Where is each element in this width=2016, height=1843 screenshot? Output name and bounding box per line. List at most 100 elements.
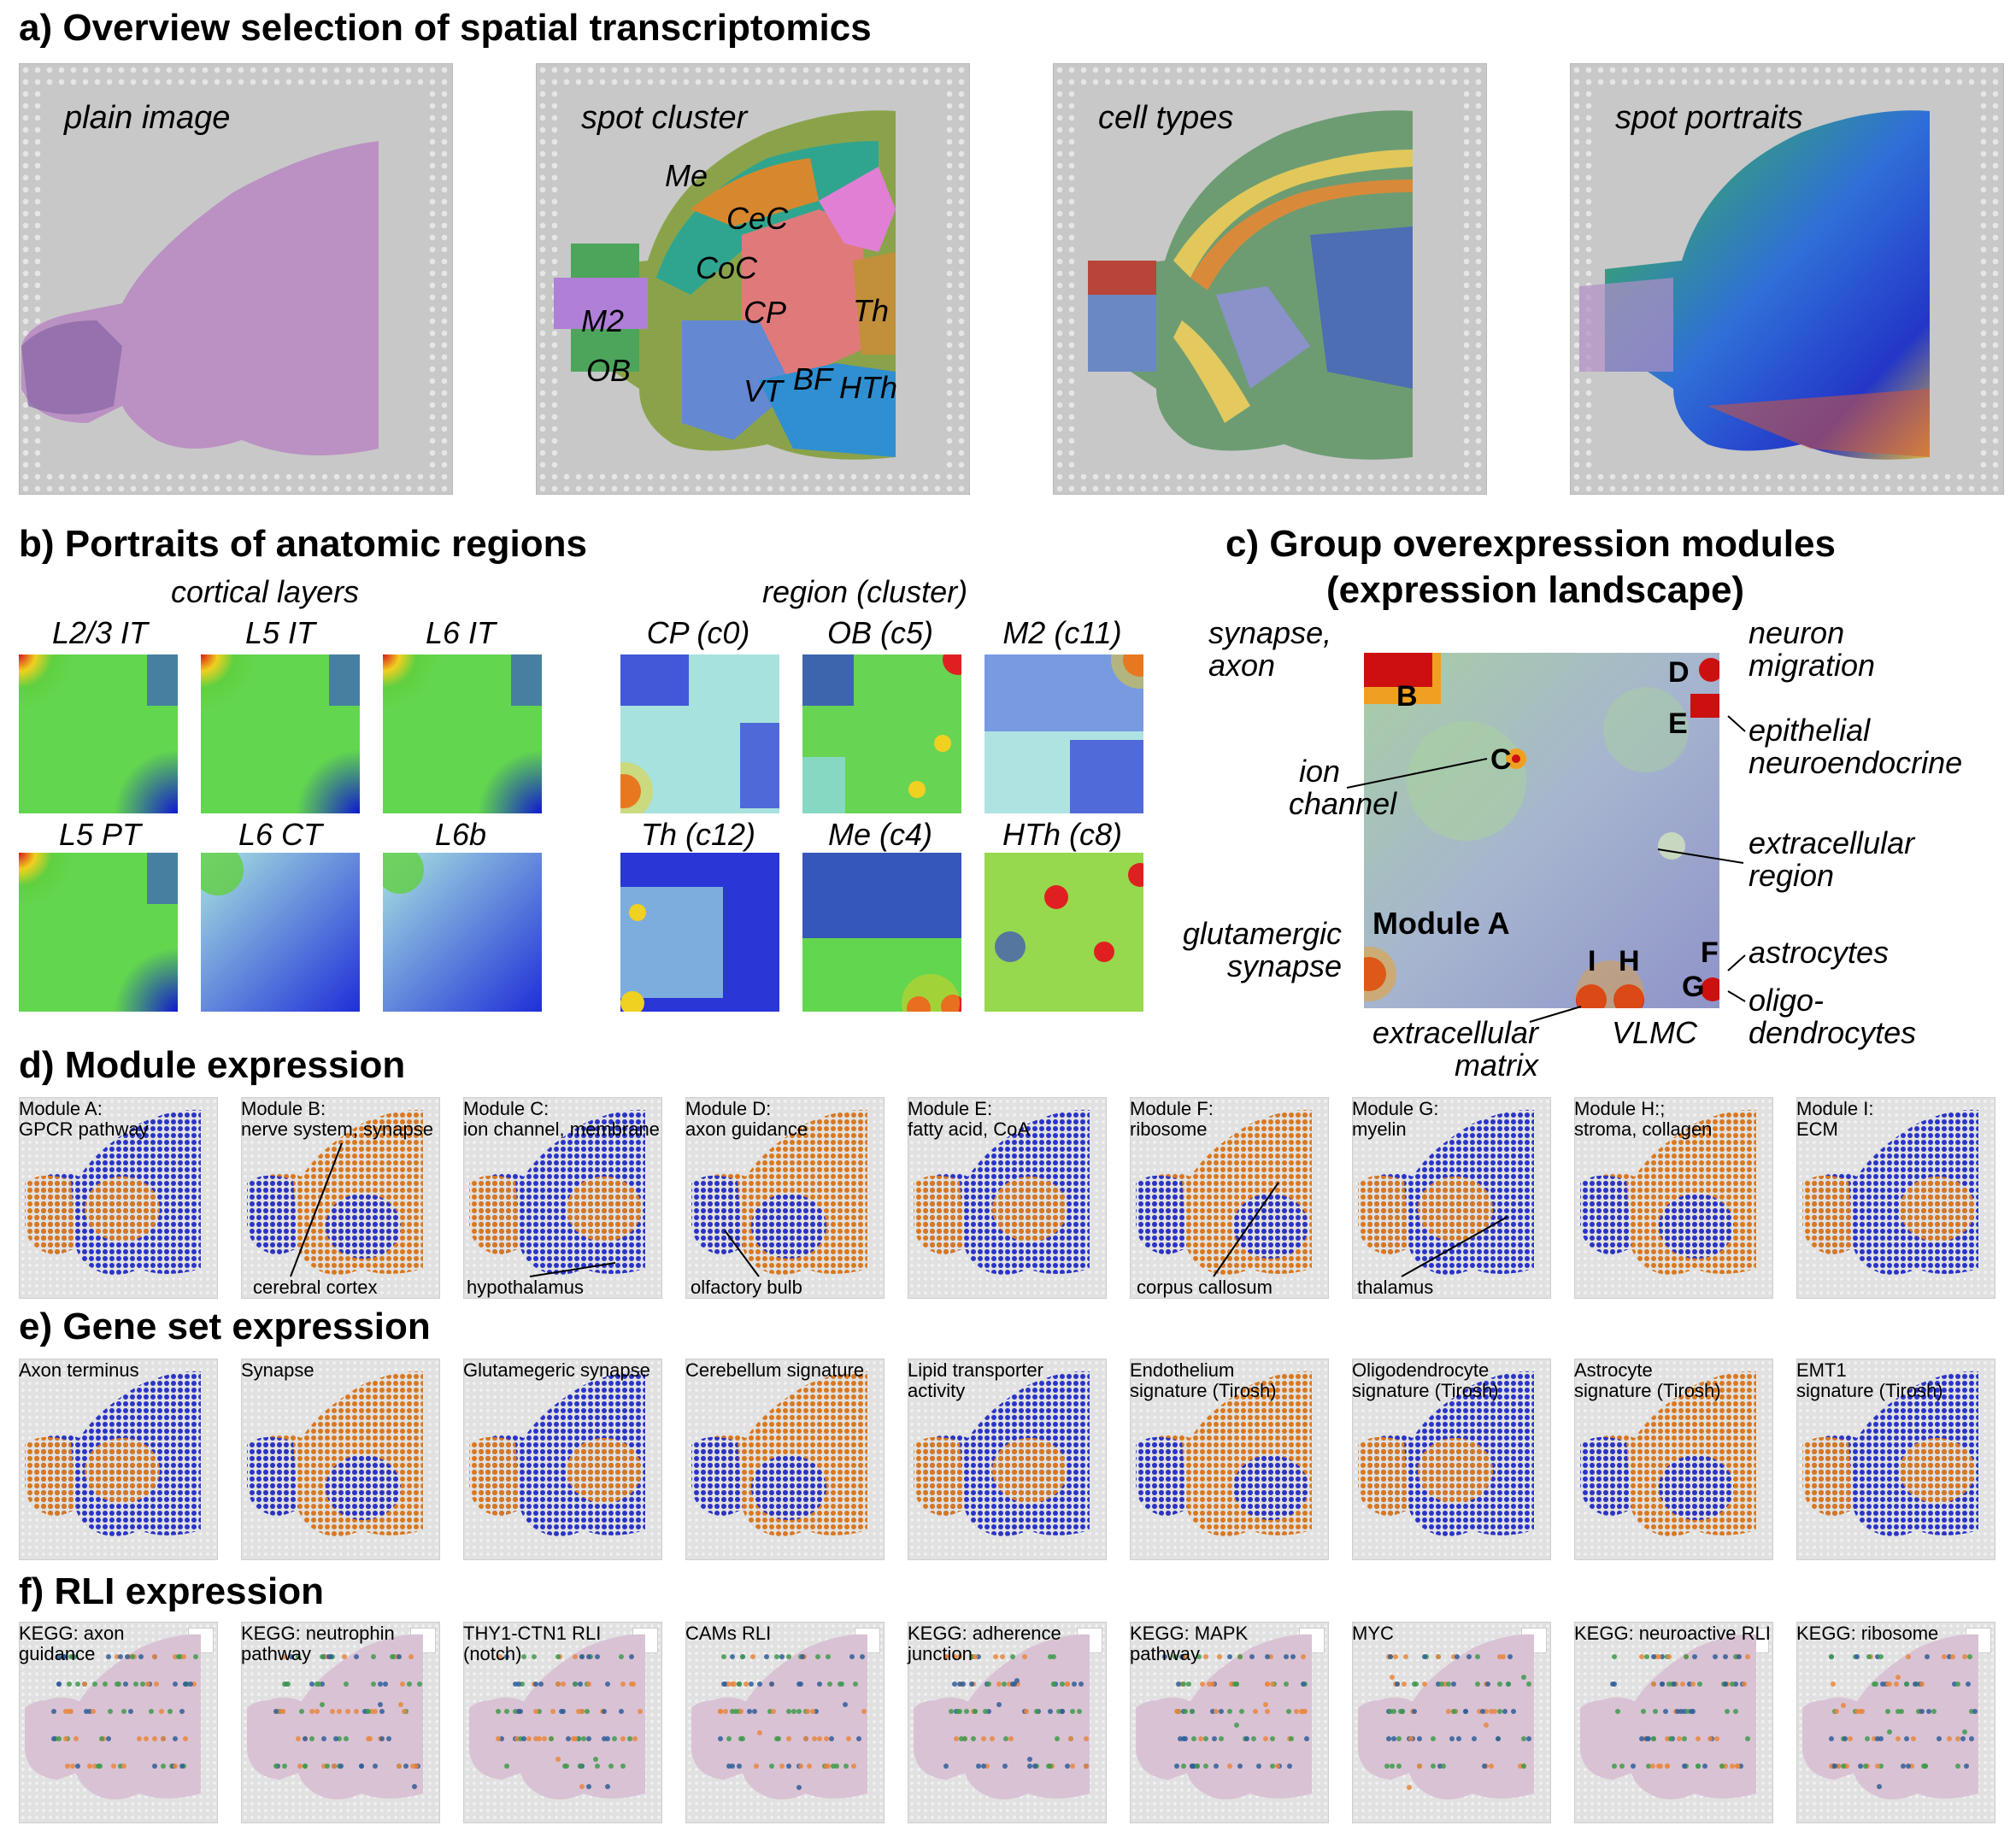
d-title-1: Module A: GPCR pathway (19, 1099, 149, 1140)
module-letter-f: F (1701, 936, 1719, 969)
d-tile-8 (1574, 1097, 1773, 1299)
d-title-6: Module F: ribosome (1130, 1099, 1214, 1140)
title-line-2: ion channel, membrane (463, 1118, 660, 1140)
e-title-9: EMT1 signature (Tirosh) (1796, 1360, 1943, 1401)
e-tile-6 (1130, 1359, 1329, 1560)
title-line-1: Module A: (19, 1098, 103, 1119)
label-neuron-migration: neuron migration (1749, 615, 1876, 683)
spot-cluster-map (554, 110, 896, 460)
module-letter-e: E (1668, 707, 1688, 740)
title-line-1: Cerebellum signature (685, 1359, 865, 1381)
f-title-6: KEGG: MAPK pathway (1130, 1623, 1248, 1664)
title-line-1: Module F: (1130, 1098, 1214, 1119)
e-tile-2 (241, 1359, 440, 1560)
section-b-title: b) Portraits of anatomic regions (19, 523, 587, 565)
title-line-1: Synapse (241, 1359, 314, 1381)
e-title-6: Endothelium signature (Tirosh) (1130, 1360, 1277, 1401)
f-tile-4 (685, 1622, 885, 1823)
portrait-title-l6it: L6 IT (425, 615, 497, 650)
tissue-map (914, 1109, 1090, 1275)
portrait-title-hth: HTh (c8) (1002, 817, 1122, 852)
label-extracellular-region: extracellular region (1749, 825, 1915, 893)
title-line-1: Oligodendrocyte (1352, 1359, 1490, 1381)
portrait-me (802, 853, 961, 1012)
module-letter-g: G (1682, 971, 1705, 1003)
region-cluster-label: region (cluster) (762, 574, 968, 609)
title-line-1: Module C: (463, 1098, 550, 1119)
f-title-9: KEGG: ribosome (1796, 1623, 1938, 1644)
d-tile-4 (685, 1097, 885, 1299)
f-tile-6 (1130, 1622, 1329, 1823)
region-me: Me (665, 158, 708, 193)
tissue-map (469, 1634, 645, 1799)
tissue-map (1580, 1371, 1756, 1536)
title-line-2: stroma, collagen (1574, 1118, 1713, 1140)
f-tile-9 (1796, 1622, 1995, 1823)
label-synapse-axon: synapse, axon (1208, 615, 1332, 683)
title-line-1: THY1-CTN1 RLI (463, 1623, 602, 1644)
region-cec: CeC (726, 201, 789, 236)
portrait-hth (984, 853, 1143, 1012)
title-line-2: guidance (19, 1643, 96, 1664)
region-bf: BF (793, 361, 833, 396)
d-title-2: Module B: nerve system, synapse (241, 1099, 433, 1140)
title-line-1: Endothelium (1130, 1359, 1235, 1381)
title-line-2: activity (908, 1380, 966, 1401)
portrait-l5it (201, 654, 360, 813)
tissue-map (1358, 1371, 1534, 1536)
he-tissue-image (21, 141, 379, 455)
label-epithelial: epithelial neuroendocrine (1749, 713, 1963, 780)
title-line-2: axon guidance (685, 1118, 808, 1140)
overview-spot-cluster: spot cluster Me CeC CoC CP Th M2 OB VT B… (536, 63, 970, 495)
title-line-1: Module I: (1796, 1098, 1874, 1119)
title-line-2: (notch) (463, 1643, 522, 1664)
annotation-thalamus: thalamus (1357, 1277, 1434, 1298)
section-a-title: a) Overview selection of spatial transcr… (19, 7, 872, 49)
title-line-1: KEGG: MAPK (1130, 1623, 1249, 1644)
tissue-map (25, 1109, 201, 1275)
module-letter-h: H (1619, 945, 1640, 977)
panel-a-title-4: spot portraits (1615, 100, 1803, 136)
section-e-title: e) Gene set expression (19, 1306, 431, 1347)
section-c-title: c) Group overexpression modules (1225, 523, 1836, 565)
e-title-8: Astrocyte signature (Tirosh) (1574, 1360, 1721, 1401)
title-line-2: ribosome (1130, 1118, 1208, 1140)
section-c-subtitle: (expression landscape) (1326, 569, 1745, 611)
title-line-2: signature (Tirosh) (1574, 1380, 1721, 1401)
tissue-map (1802, 1634, 1978, 1799)
tissue-map (247, 1371, 423, 1536)
title-line-2: junction (908, 1643, 973, 1664)
e-title-5: Lipid transporter activity (908, 1360, 1043, 1401)
overview-plain-image: plain image (19, 63, 453, 495)
title-line-1: Glutamegeric synapse (463, 1359, 650, 1381)
annotation-olfactory-bulb: olfactory bulb (691, 1277, 802, 1298)
d-title-3: Module C: ion channel, membrane (463, 1099, 660, 1140)
e-title-4: Cerebellum signature (685, 1360, 864, 1381)
tissue-map (914, 1371, 1090, 1536)
label-astrocytes: astrocytes (1749, 935, 1890, 970)
title-line-2: GPCR pathway (19, 1118, 149, 1140)
portrait-ob (802, 654, 961, 813)
title-line-1: Module G: (1352, 1098, 1439, 1119)
tissue-map (691, 1371, 867, 1536)
cell-types-map (1088, 110, 1413, 460)
portrait-title-l5it: L5 IT (244, 615, 316, 650)
title-line-1: KEGG: neuroactive RLI (1574, 1623, 1771, 1644)
title-line-1: Module B: (241, 1098, 326, 1119)
d-title-4: Module D: axon guidance (685, 1099, 808, 1140)
module-letter-d: D (1668, 656, 1690, 689)
title-line-2: pathway (1130, 1643, 1200, 1664)
d-title-8: Module H:; stroma, collagen (1574, 1099, 1712, 1140)
e-title-3: Glutamegeric synapse (463, 1360, 650, 1381)
portrait-l6it (383, 654, 542, 813)
title-line-1: Module E: (908, 1098, 993, 1119)
e-title-1: Axon terminus (19, 1360, 139, 1381)
d-tile-1 (19, 1097, 218, 1299)
tissue-map (1802, 1109, 1978, 1275)
section-d-title: d) Module expression (19, 1044, 406, 1086)
title-line-1: Module H:; (1574, 1098, 1666, 1119)
label-extracellular-matrix: extracellular matrix (1372, 1015, 1538, 1083)
module-a-label: Module A (1372, 906, 1510, 941)
portrait-l6ct (201, 853, 360, 1012)
portrait-title-l5pt: L5 PT (58, 817, 142, 852)
